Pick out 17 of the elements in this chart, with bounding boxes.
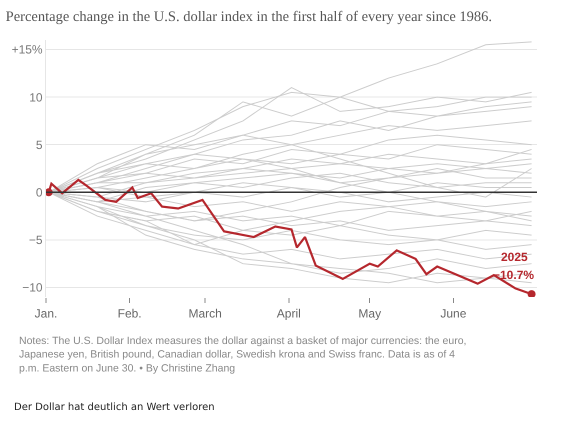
x-tick-label: June — [440, 306, 467, 320]
series-label: 2025 — [501, 250, 528, 264]
chart-title: Percentage change in the U.S. dollar index in the first half of every year since 1986. — [6, 8, 492, 25]
y-tick-label: 0 — [36, 186, 43, 200]
y-tick-label: −10 — [22, 280, 43, 295]
x-tick-label: March — [188, 306, 222, 320]
x-tick-label: Jan. — [34, 306, 58, 320]
y-tick-label: 10 — [29, 90, 43, 104]
y-tick-label: +15% — [12, 42, 43, 57]
text: Notes: The U.S. Dollar Index measures the dollar against a basket of major currencies: the euro, Japanese yen, British pound, Canadian dollar, Swedish krona and Swiss franc. Data is as of 4 p.m. Eastern on June 30. • By Christine Zhang — [19, 335, 466, 374]
annotation: −10.7% — [493, 268, 534, 282]
y-tick-label: −5 — [28, 233, 43, 248]
x-tick-label: May — [358, 306, 382, 320]
text: Der Dollar hat deutlich an Wert verloren — [14, 402, 215, 413]
x-tick-label: Feb. — [118, 306, 142, 320]
x-tick-label: April — [276, 306, 301, 320]
y-tick-label: 5 — [36, 138, 43, 152]
